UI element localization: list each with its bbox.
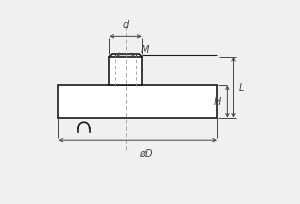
Text: L: L: [238, 83, 244, 93]
Text: H: H: [214, 97, 221, 107]
Bar: [58, 86, 217, 118]
Text: øD: øD: [139, 147, 153, 157]
Text: d: d: [122, 20, 129, 30]
Text: M: M: [141, 44, 149, 54]
Bar: [109, 57, 142, 86]
